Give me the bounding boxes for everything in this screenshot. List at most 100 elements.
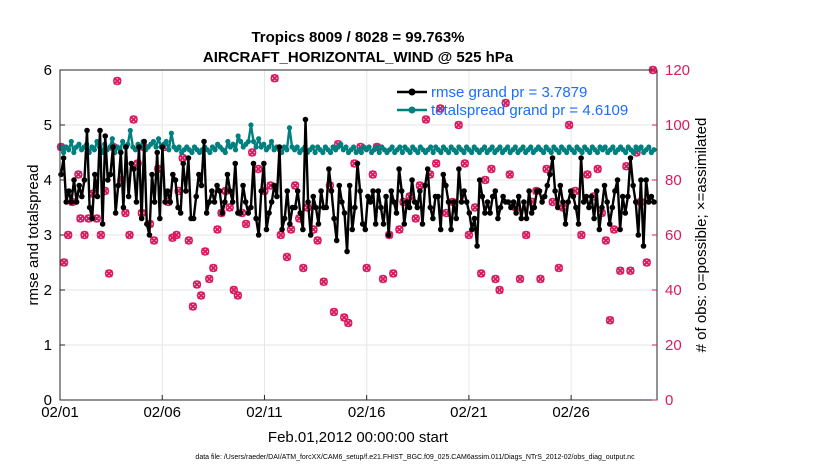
totalspread-point	[327, 149, 334, 156]
obs-possible-marker	[495, 285, 504, 295]
rmse-point	[539, 199, 545, 205]
rmse-point	[146, 232, 153, 238]
totalspread-point	[505, 144, 511, 150]
rmse-point	[177, 210, 184, 216]
rmse-point	[466, 210, 473, 216]
chart-title-line2: AIRCRAFT_HORIZONTAL_WIND @ 525 hPa	[203, 49, 514, 66]
rmse-point	[237, 210, 244, 216]
y-left-tick-label: 6	[44, 62, 52, 79]
rmse-point	[318, 188, 324, 194]
obs-possible-marker	[362, 263, 371, 273]
rmse-point	[505, 199, 512, 205]
rmse-point	[255, 232, 262, 238]
obs-assimilated-marker	[129, 115, 138, 124]
rmse-point	[170, 171, 176, 178]
rmse-point	[183, 188, 189, 194]
obs-assimilated-marker	[330, 308, 338, 316]
rmse-point	[118, 149, 124, 156]
y-right-tick-label: 100	[665, 117, 690, 134]
obs-possible-marker	[113, 76, 122, 86]
rmse-point	[333, 237, 340, 244]
obs-assimilated-marker	[201, 247, 210, 256]
obs-assimilated-marker	[464, 231, 473, 239]
rmse-point	[99, 221, 106, 227]
rmse-point	[162, 199, 168, 205]
obs-possible-marker	[329, 307, 339, 317]
rmse-line	[59, 118, 655, 253]
x-tick-label: 02/26	[552, 404, 590, 421]
rmse-point	[214, 182, 220, 189]
rmse-point	[453, 215, 460, 222]
obs-assimilated-marker	[601, 236, 610, 245]
totalspread-point	[397, 144, 403, 150]
obs-possible-marker	[184, 236, 194, 245]
x-tick-label: 02/11	[246, 404, 282, 421]
rmse-point	[222, 199, 228, 205]
obs-possible-marker	[282, 252, 292, 262]
rmse-point	[287, 221, 293, 227]
totalspread-point	[91, 147, 97, 153]
obs-possible-marker	[125, 230, 134, 240]
totalspread-point	[587, 149, 593, 156]
obs-assimilated-marker	[248, 148, 257, 157]
rmse-point	[123, 144, 129, 150]
totalspread-point	[338, 141, 344, 147]
rmse-point	[206, 199, 213, 205]
obs-assimilated-marker	[225, 203, 234, 212]
totalspread-point	[528, 144, 534, 150]
obs-assimilated-marker	[197, 291, 205, 300]
rmse-point	[565, 199, 571, 205]
rmse-point	[471, 215, 478, 222]
obs-assimilated-marker	[64, 231, 73, 239]
obs-possible-marker	[464, 230, 474, 240]
rmse-point	[591, 215, 597, 222]
totalspread-point	[94, 138, 100, 145]
rmse-point	[510, 199, 517, 205]
totalspread-point	[438, 149, 444, 156]
rmse-point	[305, 199, 311, 205]
obs-assimilated-marker	[76, 214, 85, 223]
obs-possible-marker	[626, 266, 635, 275]
rmse-point	[482, 210, 488, 216]
rmse-point	[268, 199, 275, 205]
rmse-point	[302, 116, 309, 123]
totalspread-point	[284, 147, 290, 153]
totalspread-point	[351, 144, 357, 150]
rmse-point	[513, 210, 519, 216]
obs-possible-marker	[554, 263, 564, 273]
obs-possible-marker	[476, 269, 486, 278]
rmse-point	[128, 160, 135, 167]
rmse-point	[378, 204, 384, 211]
obs-assimilated-marker	[522, 231, 531, 239]
y-left-tick-label: 1	[44, 337, 52, 354]
rmse-point	[515, 193, 522, 200]
rmse-point	[281, 215, 288, 222]
obs-assimilated-marker	[313, 236, 322, 245]
rmse-point	[370, 188, 376, 194]
totalspread-point	[168, 130, 174, 136]
rmse-point	[588, 193, 595, 200]
totalspread-point	[389, 144, 395, 150]
rmse-point	[229, 199, 236, 205]
obs-assimilated-marker	[610, 225, 618, 234]
rmse-point	[66, 188, 72, 194]
rmse-point	[81, 177, 88, 183]
rmse-point	[424, 166, 431, 172]
rmse-point	[79, 193, 85, 200]
rmse-point	[284, 188, 291, 194]
totalspread-point	[253, 144, 259, 150]
rmse-point	[224, 171, 231, 178]
totalspread-point	[497, 144, 503, 150]
rmse-point	[164, 188, 171, 194]
obs-possible-marker	[601, 236, 611, 245]
rmse-point	[388, 188, 395, 194]
obs-possible-marker	[200, 247, 210, 256]
rmse-point	[323, 204, 330, 211]
rmse-point	[383, 193, 389, 200]
legend-spread-marker	[408, 106, 416, 114]
rmse-point	[648, 193, 655, 200]
rmse-point	[430, 215, 436, 222]
totalspread-point	[415, 149, 421, 156]
obs-possible-marker	[188, 302, 198, 311]
rmse-point	[617, 226, 623, 233]
